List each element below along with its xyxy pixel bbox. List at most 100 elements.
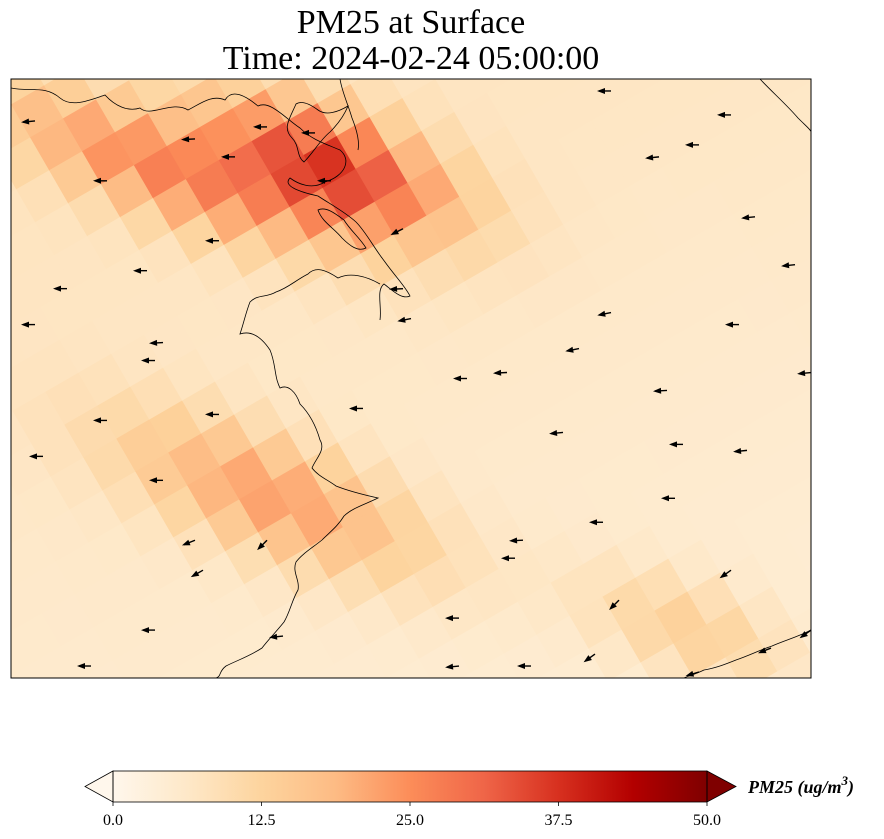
heatmap-cell: [619, 0, 671, 50]
heatmap-cell: [405, 692, 457, 744]
wind-vectors: [21, 88, 811, 677]
heatmap-cell: [723, 26, 775, 78]
heatmap-cell: [6, 1, 58, 53]
heatmap-cell: [0, 20, 25, 72]
wind-vector: [317, 177, 331, 184]
heatmap-cell: [11, 664, 36, 678]
heatmap-cell: [575, 682, 627, 734]
pm25-heatmap: [0, 0, 884, 763]
heatmap-cell: [269, 683, 321, 735]
heatmap-cell: [127, 79, 133, 81]
wind-vector: [758, 647, 772, 654]
heatmap-cell: [385, 658, 431, 678]
heatmap-cell: [143, 10, 195, 62]
heatmap-cell: [0, 515, 4, 567]
heatmap-cell: [842, 308, 884, 360]
heatmap-cell: [373, 711, 425, 763]
heatmap-cell: [490, 687, 542, 739]
wind-vector: [445, 663, 460, 670]
wind-vector: [719, 569, 732, 579]
wind-vector: [685, 670, 700, 677]
heatmap-cell: [81, 659, 124, 678]
colorbar-tick-label: 37.5: [545, 812, 573, 829]
colorbar: 0.0 12.5 25.0 37.5 50.0 PM25 (ug/m3): [84, 770, 854, 829]
heatmap-cell: [365, 13, 417, 65]
heatmap-cell: [786, 79, 811, 93]
wind-vector: [182, 539, 196, 546]
coastline-west-inlets: [215, 269, 381, 678]
heatmap-cell: [785, 520, 811, 569]
wind-vector: [93, 177, 107, 184]
heatmap-cell: [698, 79, 741, 98]
heatmap-cell: [689, 676, 695, 678]
wind-vector: [205, 411, 219, 418]
heatmap-cell: [157, 673, 168, 678]
heatmap-cell: [770, 260, 811, 314]
wind-vector: [93, 417, 107, 424]
colorbar-extend-max: [706, 770, 737, 803]
wind-vector: [149, 339, 164, 346]
heatmap-cell: [833, 445, 884, 497]
colorbar-label: PM25 (ug/m3): [747, 773, 854, 798]
wind-vector: [653, 387, 668, 394]
heatmap-cell: [814, 412, 866, 464]
heatmap-cell: [236, 702, 288, 754]
wind-vector: [445, 615, 459, 622]
colorbar-tick-label: 12.5: [248, 812, 276, 829]
wind-vector: [517, 663, 531, 669]
heatmap-cell: [832, 139, 884, 191]
heatmap-cell: [313, 0, 365, 51]
wind-vector: [597, 310, 612, 317]
wind-vector: [141, 357, 155, 364]
wind-vector: [669, 441, 683, 448]
heatmap-cell: [765, 176, 811, 229]
heatmap-cell: [0, 600, 9, 652]
wind-vector: [190, 569, 204, 578]
wind-vector: [29, 453, 43, 460]
colorbar-gradient: [113, 771, 707, 802]
heatmap-cell: [461, 672, 475, 678]
heatmap-cell: [309, 663, 343, 678]
heatmap-cell: [808, 344, 811, 350]
heatmap-cell: [793, 81, 811, 122]
wind-vector: [733, 448, 748, 454]
chart-title-line-2: Time: 2024-02-24 05:00:00: [222, 40, 600, 77]
heatmap-cell: [777, 652, 811, 678]
heatmap-cell: [803, 256, 811, 275]
heatmap-cell: [797, 685, 849, 737]
heatmap-cell: [233, 668, 256, 678]
heatmap-cell: [804, 564, 811, 578]
wind-vector: [493, 369, 508, 376]
heatmap-cell: [654, 79, 665, 84]
wind-vector: [257, 539, 268, 551]
heatmap-cell: [58, 15, 110, 67]
heatmap-cell: [789, 300, 811, 347]
wind-vector: [133, 267, 147, 274]
heatmap-cell: [0, 684, 14, 736]
wind-vector: [141, 627, 155, 634]
wind-vector: [253, 123, 267, 130]
heatmap-cell: [827, 54, 879, 106]
chart-title-line-1: PM25 at Surface: [296, 4, 526, 41]
heatmap-cell: [586, 17, 638, 69]
coastline-top-islands: [286, 102, 349, 163]
wind-vector: [269, 633, 284, 640]
wind-vector: [725, 321, 739, 328]
wind-vector: [583, 653, 596, 663]
heatmap-cell: [11, 103, 12, 106]
wind-vector: [397, 316, 412, 323]
heatmap-cell: [772, 567, 811, 620]
coastline-river: [339, 79, 359, 151]
heatmap-cell: [457, 706, 509, 758]
heatmap-cell: [14, 698, 66, 750]
wind-vector: [797, 370, 811, 377]
coastline-island-2: [317, 208, 367, 250]
heatmap-cell: [775, 345, 811, 399]
coastline-top-right: [759, 79, 811, 133]
heatmap-cell: [808, 21, 860, 73]
heatmap-cell: [819, 497, 871, 549]
heatmap-cell: [627, 696, 679, 748]
wind-vector: [717, 111, 731, 118]
wind-vector: [645, 154, 660, 161]
wind-vector: [181, 136, 196, 143]
